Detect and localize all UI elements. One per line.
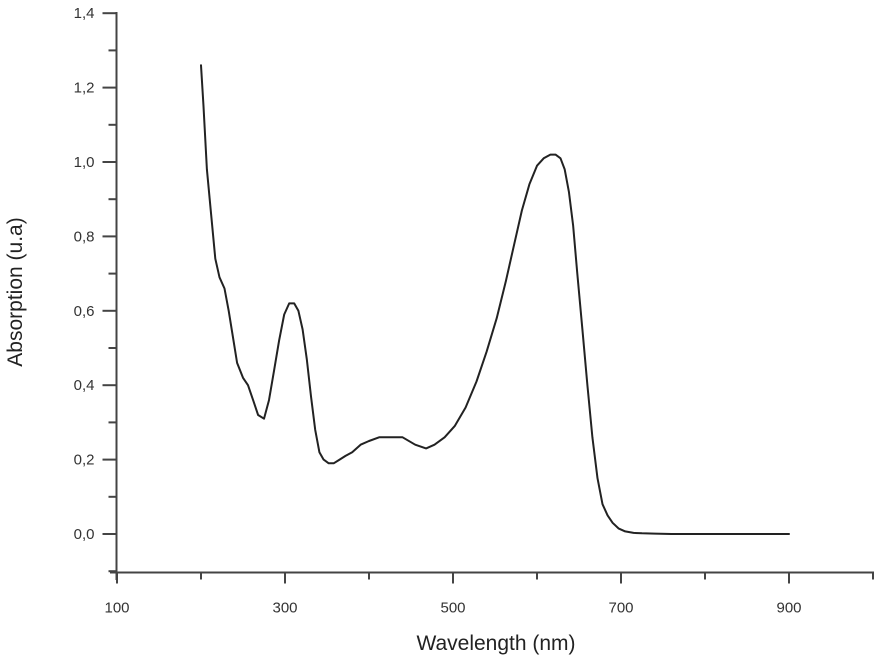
y-tick-label: 0,2 bbox=[74, 452, 95, 469]
y-tick-label: 1,0 bbox=[74, 154, 95, 171]
x-tick-label: 300 bbox=[272, 600, 297, 617]
y-tick-label: 0,6 bbox=[74, 303, 95, 320]
x-tick-label: 100 bbox=[104, 600, 129, 617]
y-axis-title: Absorption (u.a) bbox=[4, 217, 27, 366]
x-tick-label: 700 bbox=[608, 600, 633, 617]
y-tick-label: 1,2 bbox=[74, 80, 95, 97]
x-axis-ticks bbox=[116, 572, 874, 584]
absorption-curve bbox=[200, 64, 790, 535]
y-axis-tick-labels: 0,0 0,2 0,4 0,6 0,8 1,0 1,2 1,4 bbox=[74, 5, 95, 543]
x-tick-label: 900 bbox=[776, 600, 801, 617]
x-tick-label: 500 bbox=[440, 600, 465, 617]
y-tick-label: 0,0 bbox=[74, 526, 95, 543]
y-tick-label: 0,4 bbox=[74, 377, 95, 394]
x-axis-title: Wavelength (nm) bbox=[416, 632, 575, 655]
x-axis-tick-labels: 100 300 500 700 900 bbox=[104, 600, 801, 617]
plot-frame bbox=[110, 12, 874, 580]
y-tick-label: 1,4 bbox=[74, 5, 95, 22]
y-axis-ticks bbox=[102, 12, 117, 573]
y-tick-label: 0,8 bbox=[74, 228, 95, 245]
